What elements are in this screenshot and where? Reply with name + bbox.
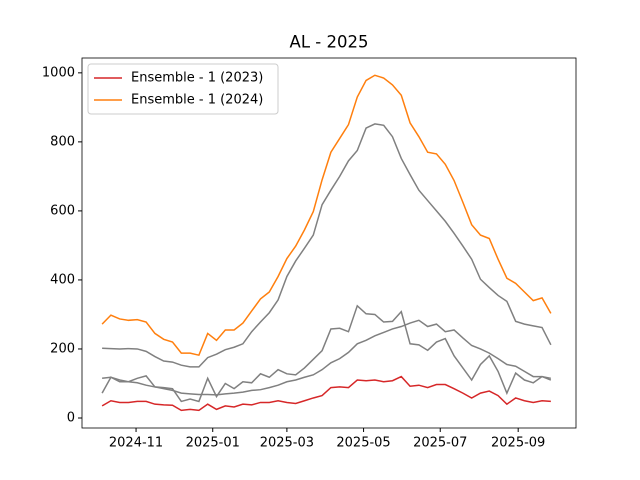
x-tick-label: 2025-07 [413, 436, 467, 451]
x-tick-label: 2025-05 [336, 436, 390, 451]
x-tick-label: 2025-09 [491, 436, 545, 451]
plot-frame [81, 57, 577, 429]
y-tick-label: 800 [50, 134, 75, 149]
series-line [102, 123, 552, 368]
chart-title: AL - 2025 [290, 33, 369, 52]
series-line [101, 375, 551, 412]
x-tick-label: 2025-03 [260, 436, 314, 451]
x-tick-label: 2025-01 [186, 436, 240, 451]
y-tick-label: 1000 [42, 65, 75, 80]
legend-label: Ensemble - 1 (2023) [131, 71, 263, 86]
series-line [101, 304, 552, 403]
y-tick-label: 400 [50, 272, 75, 287]
legend-box [87, 63, 279, 115]
y-tick-label: 600 [50, 203, 75, 218]
series-line [102, 319, 552, 396]
x-tick-label: 2024-11 [109, 436, 163, 451]
legend-label: Ensemble - 1 (2024) [131, 93, 263, 108]
y-tick-label: 0 [67, 410, 75, 425]
series-line [101, 74, 552, 357]
y-tick-label: 200 [50, 341, 75, 356]
